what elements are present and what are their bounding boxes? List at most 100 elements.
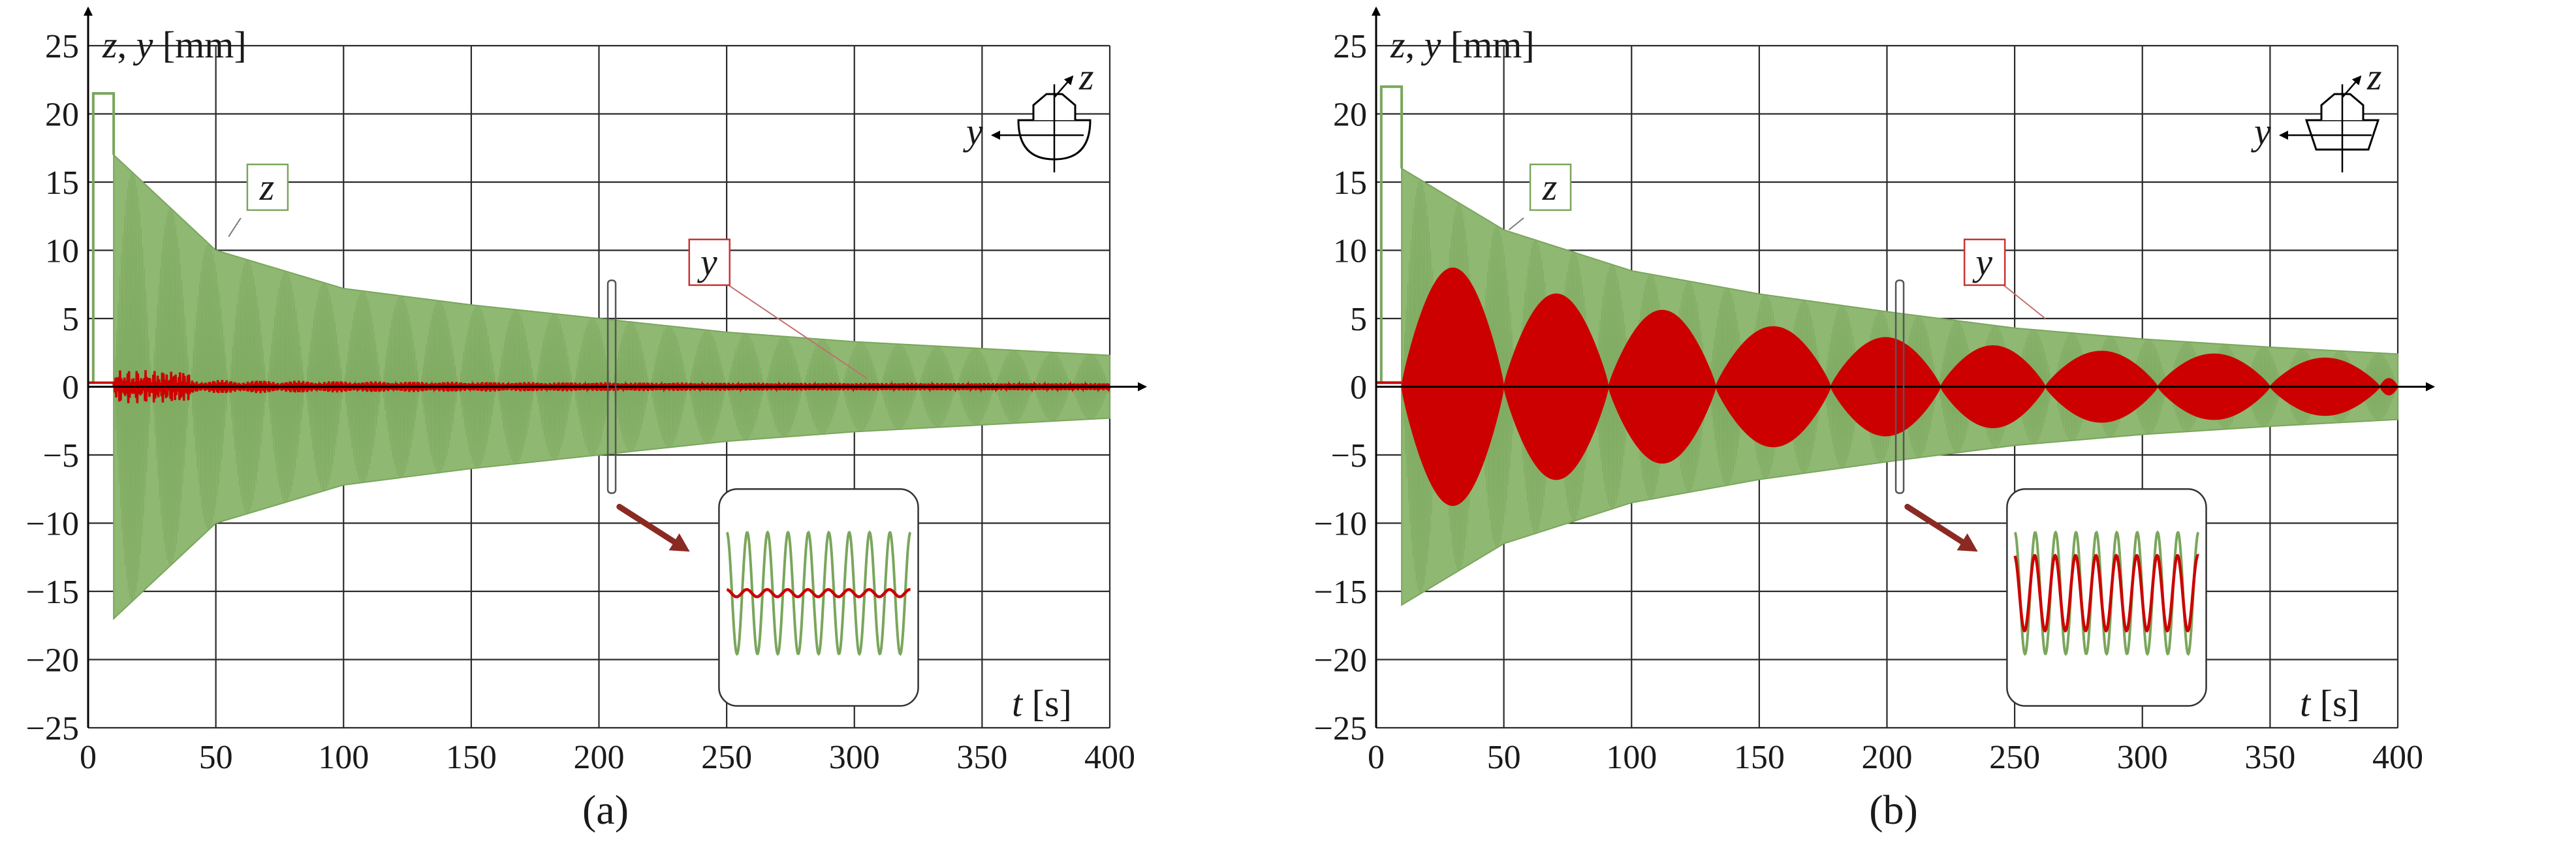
vertical-axis-arrow <box>2342 75 2362 98</box>
x-tick-label: 150 <box>446 739 497 776</box>
series-z-initial-offset <box>1376 85 1404 384</box>
legend-y-box <box>1963 238 2006 287</box>
y-tick-label: −5 <box>43 437 79 475</box>
legend-z-label: z <box>259 166 275 208</box>
chart-panel-b: 0 50 100 150 200 250 300 350 4002520151050−5−10−… <box>1314 7 2435 833</box>
zoom-arrow-head <box>668 533 690 552</box>
y-axis-title: z, y [mm] <box>102 23 247 66</box>
x-axis-title: t [s] <box>1012 682 1072 725</box>
x-tick-label: 0 <box>1368 739 1385 776</box>
y-tick-label: −25 <box>1314 710 1367 747</box>
panel-label-text: (b) <box>1869 787 1918 833</box>
y-tick-label: −10 <box>26 506 79 543</box>
y-tick-label: −20 <box>1314 642 1367 679</box>
x-tick-label: 400 <box>2372 739 2423 776</box>
legend-z-label: z <box>1542 166 1558 208</box>
zoom-arrow-head <box>1956 533 1978 552</box>
panel-label: (b) <box>1869 787 1918 833</box>
cross-section-icon: yz <box>2251 55 2382 173</box>
legend-y-label: y <box>697 241 717 283</box>
x-axis-title: t [s] <box>2300 682 2360 725</box>
y-tick-label: 10 <box>1333 233 1367 270</box>
y-tick-label: 15 <box>45 164 79 202</box>
y-tick-labels: 25 20 15 10 5 0 −5 −10 −15 −20 −25 <box>26 28 79 747</box>
y-tick-label: −25 <box>26 710 79 747</box>
y-tick-label: 0 <box>1350 369 1367 407</box>
legend-z-box <box>1529 163 1572 211</box>
y-tick-label: −15 <box>1314 574 1367 611</box>
y-tick-label: 25 <box>45 28 79 65</box>
inset-frame <box>2006 488 2207 707</box>
y-axis-var-y: y <box>1421 23 1441 66</box>
y-axis-title: z, y [mm] <box>1390 23 1535 66</box>
y-tick-label: 5 <box>62 301 79 338</box>
x-axis-unit: [s] <box>2310 682 2360 725</box>
y-axis-unit: [mm] <box>1441 23 1534 66</box>
zoom-arrow-icon <box>1904 503 1971 548</box>
panel-label: (a) <box>582 787 629 833</box>
inset-z-line <box>2013 530 2200 657</box>
zoom-window-marker <box>1894 279 1905 494</box>
y-tick-label: −15 <box>26 574 79 611</box>
x-tick-label: 400 <box>1084 739 1135 776</box>
y-tick-label: −5 <box>1331 437 1367 475</box>
x-tick-label: 300 <box>829 739 880 776</box>
y-axis-var-y: y <box>133 23 153 66</box>
inset-y-line <box>726 587 911 599</box>
y-tick-label: −20 <box>26 642 79 679</box>
x-tick-labels: 0 50 100 150 200 250 300 350 400 <box>1368 739 2423 776</box>
legend-y-box <box>688 238 730 287</box>
legend-y-leader <box>2003 285 2046 319</box>
x-axis-var: t <box>2300 682 2312 725</box>
series-z-initial-offset <box>88 92 116 384</box>
y-tick-label: 20 <box>45 97 79 134</box>
x-tick-label: 50 <box>1487 739 1521 776</box>
x-tick-label: 200 <box>1862 739 1913 776</box>
y-axis-sep: , <box>118 23 136 66</box>
x-tick-label: 0 <box>80 739 97 776</box>
x-tick-label: 200 <box>574 739 625 776</box>
legend-z-leader <box>1508 217 1524 230</box>
x-tick-label: 50 <box>199 739 233 776</box>
x-tick-label: 250 <box>701 739 752 776</box>
cross-section-y-label: y <box>963 110 983 153</box>
inset-z-line <box>725 530 912 657</box>
y-tick-label: 20 <box>1333 97 1367 134</box>
legend-z-box <box>246 163 289 211</box>
legend-y-leader <box>728 285 868 379</box>
y-axis-var-z: z <box>102 23 118 66</box>
zoom-arrow-icon <box>616 503 683 548</box>
y-tick-label: 5 <box>1350 301 1367 338</box>
y-tick-label: 0 <box>62 369 79 407</box>
y-tick-labels: 25 20 15 10 5 0 −5 −10 −15 −20 −25 <box>1314 28 1367 747</box>
legend-y-label: y <box>1972 241 1992 283</box>
y-tick-label: −10 <box>1314 506 1367 543</box>
zoom-window-marker <box>606 279 617 494</box>
inset-zoom <box>718 488 919 707</box>
x-axis-var: t <box>1012 682 1024 725</box>
y-tick-label: 10 <box>45 233 79 270</box>
cross-section-y-label: y <box>2251 110 2271 153</box>
cross-section-z-label: z <box>2366 55 2382 98</box>
panel-label-text: (a) <box>582 787 629 833</box>
y-axis-sep: , <box>1406 23 1424 66</box>
x-tick-label: 350 <box>2244 739 2295 776</box>
x-tick-label: 100 <box>1606 739 1657 776</box>
x-tick-label: 350 <box>956 739 1007 776</box>
chart-panel-a: 0 50 100 150 200 250 300 350 4002520151050−5−10−… <box>26 7 1147 833</box>
x-tick-label: 250 <box>1989 739 2040 776</box>
cross-section-z-label: z <box>1078 55 1094 98</box>
inset-zoom <box>2006 488 2207 707</box>
x-tick-label: 150 <box>1734 739 1785 776</box>
y-axis-unit: [mm] <box>153 23 246 66</box>
x-tick-label: 100 <box>318 739 369 776</box>
legend-z-leader <box>228 217 242 238</box>
y-tick-label: 15 <box>1333 164 1367 202</box>
x-tick-label: 300 <box>2117 739 2168 776</box>
y-tick-label: 25 <box>1333 28 1367 65</box>
y-axis-var-z: z <box>1390 23 1406 66</box>
vertical-axis-arrow <box>1054 75 1074 98</box>
inset-y-line <box>2013 554 2200 633</box>
x-axis-unit: [s] <box>1022 682 1072 725</box>
